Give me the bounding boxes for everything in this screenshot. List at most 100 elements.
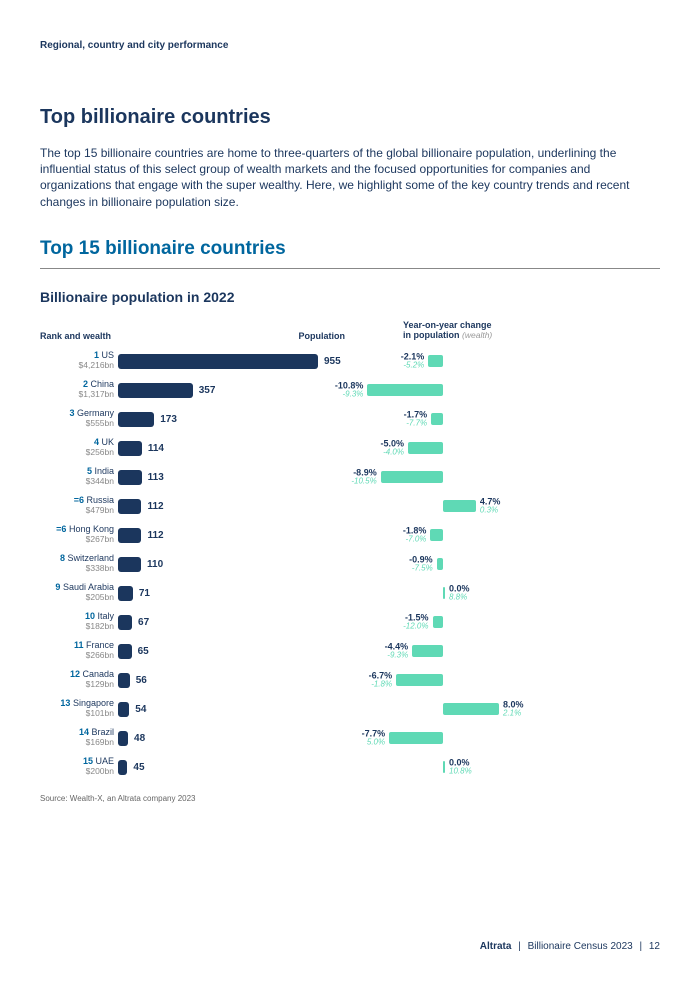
population-bar <box>118 528 141 543</box>
yoy-wealth-change: 2.1% <box>503 710 524 718</box>
rank-cell: =6 Russia$479bn <box>40 496 118 515</box>
yoy-cell: -4.4%-9.3% <box>353 637 660 666</box>
yoy-cell: 0.0%8.8% <box>353 579 660 608</box>
population-value: 65 <box>138 646 149 657</box>
yoy-cell: -5.0%-4.0% <box>353 434 660 463</box>
population-bar <box>118 760 127 775</box>
yoy-wealth-change: -1.8% <box>358 681 392 689</box>
population-bar <box>118 615 132 630</box>
country-name: China <box>90 379 114 389</box>
header-yoy: Year-on-year change in population (wealt… <box>353 321 660 341</box>
yoy-cell: 0.0%10.8% <box>353 753 660 782</box>
chart-row: 15 UAE$200bn450.0%10.8% <box>40 753 660 782</box>
wealth-value: $129bn <box>40 680 114 689</box>
yoy-bar <box>443 500 476 512</box>
population-value: 54 <box>135 704 146 715</box>
yoy-bar <box>443 761 445 773</box>
yoy-bar <box>437 558 443 570</box>
chart-rows: 1 US$4,216bn955-2.1%-5.2%2 China$1,317bn… <box>40 347 660 782</box>
chart-title: Top 15 billionaire countries <box>40 238 660 269</box>
yoy-bar <box>428 355 443 367</box>
rank-cell: 9 Saudi Arabia$205bn <box>40 583 118 602</box>
chart-row: 1 US$4,216bn955-2.1%-5.2% <box>40 347 660 376</box>
yoy-cell: -6.7%-1.8% <box>353 666 660 695</box>
yoy-labels: -2.1%-5.2% <box>390 353 424 370</box>
country-name: Switzerland <box>67 553 114 563</box>
yoy-labels: -1.7%-7.7% <box>393 411 427 428</box>
yoy-labels: -0.9%-7.5% <box>399 556 433 573</box>
rank-number: 3 <box>69 408 74 418</box>
population-value: 56 <box>136 675 147 686</box>
wealth-value: $555bn <box>40 419 114 428</box>
yoy-wealth-change: -5.2% <box>390 362 424 370</box>
wealth-value: $338bn <box>40 564 114 573</box>
footer-sep: | <box>518 941 521 952</box>
rank-cell: 2 China$1,317bn <box>40 380 118 399</box>
yoy-bar <box>367 384 443 396</box>
population-bar <box>118 499 141 514</box>
bar-cell: 357 <box>118 383 353 398</box>
chart-row: 2 China$1,317bn357-10.8%-9.3% <box>40 376 660 405</box>
population-bar <box>118 731 128 746</box>
country-name: Canada <box>82 669 114 679</box>
bar-cell: 45 <box>118 760 353 775</box>
rank-cell: 13 Singapore$101bn <box>40 699 118 718</box>
population-bar <box>118 412 154 427</box>
wealth-value: $267bn <box>40 535 114 544</box>
country-name: Saudi Arabia <box>63 582 114 592</box>
yoy-cell: -0.9%-7.5% <box>353 550 660 579</box>
bar-cell: 56 <box>118 673 353 688</box>
footer-doc: Billionaire Census 2023 <box>528 941 633 952</box>
country-name: US <box>101 350 114 360</box>
yoy-wealth-change: -12.0% <box>395 623 429 631</box>
yoy-wealth-change: -4.0% <box>370 449 404 457</box>
rank-number: 2 <box>83 379 88 389</box>
bar-cell: 112 <box>118 499 353 514</box>
bar-cell: 48 <box>118 731 353 746</box>
yoy-cell: -1.8%-7.0% <box>353 521 660 550</box>
yoy-cell: -1.7%-7.7% <box>353 405 660 434</box>
chart-row: 12 Canada$129bn 56 -6.7%-1.8% <box>40 666 660 695</box>
source-note: Source: Wealth-X, an Altrata company 202… <box>40 794 660 803</box>
bar-cell: 65 <box>118 644 353 659</box>
yoy-cell: 4.7%0.3% <box>353 492 660 521</box>
yoy-cell: 8.0%2.1% <box>353 695 660 724</box>
population-value: 67 <box>138 617 149 628</box>
country-name: Italy <box>97 611 114 621</box>
chart-row: =6 Hong Kong$267bn112-1.8%-7.0% <box>40 521 660 550</box>
chart-row: 5 India$344bn113-8.9%-10.5% <box>40 463 660 492</box>
page-footer: Altrata | Billionaire Census 2023 | 12 <box>480 941 660 952</box>
bar-cell: 112 <box>118 528 353 543</box>
population-bar <box>118 470 142 485</box>
rank-number: =6 <box>74 495 84 505</box>
yoy-labels: 0.0%10.8% <box>449 759 472 776</box>
yoy-wealth-change: 5.0% <box>351 739 385 747</box>
chart-row: 4 UK$256bn114-5.0%-4.0% <box>40 434 660 463</box>
chart-subtitle: Billionaire population in 2022 <box>40 289 660 305</box>
yoy-bar <box>433 616 444 628</box>
country-name: Brazil <box>91 727 114 737</box>
wealth-value: $344bn <box>40 477 114 486</box>
bar-cell: 54 <box>118 702 353 717</box>
yoy-labels: 8.0%2.1% <box>503 701 524 718</box>
header-yoy-wealth: (wealth) <box>462 330 492 340</box>
wealth-value: $182bn <box>40 622 114 631</box>
page-title: Top billionaire countries <box>40 106 660 129</box>
bar-cell: 955 <box>118 354 353 369</box>
country-name: India <box>94 466 114 476</box>
rank-cell: 3 Germany$555bn <box>40 409 118 428</box>
wealth-value: $169bn <box>40 738 114 747</box>
rank-cell: 12 Canada$129bn <box>40 670 118 689</box>
yoy-bar <box>443 587 445 599</box>
yoy-bar <box>408 442 443 454</box>
section-header: Regional, country and city performance <box>40 40 660 51</box>
bar-cell: 173 <box>118 412 353 427</box>
yoy-cell: -8.9%-10.5% <box>353 463 660 492</box>
rank-cell: 14 Brazil$169bn <box>40 728 118 747</box>
wealth-value: $256bn <box>40 448 114 457</box>
population-bar <box>118 586 133 601</box>
bar-cell: 67 <box>118 615 353 630</box>
yoy-wealth-change: -9.3% <box>374 652 408 660</box>
rank-number: 10 <box>85 611 95 621</box>
yoy-bar <box>412 645 443 657</box>
